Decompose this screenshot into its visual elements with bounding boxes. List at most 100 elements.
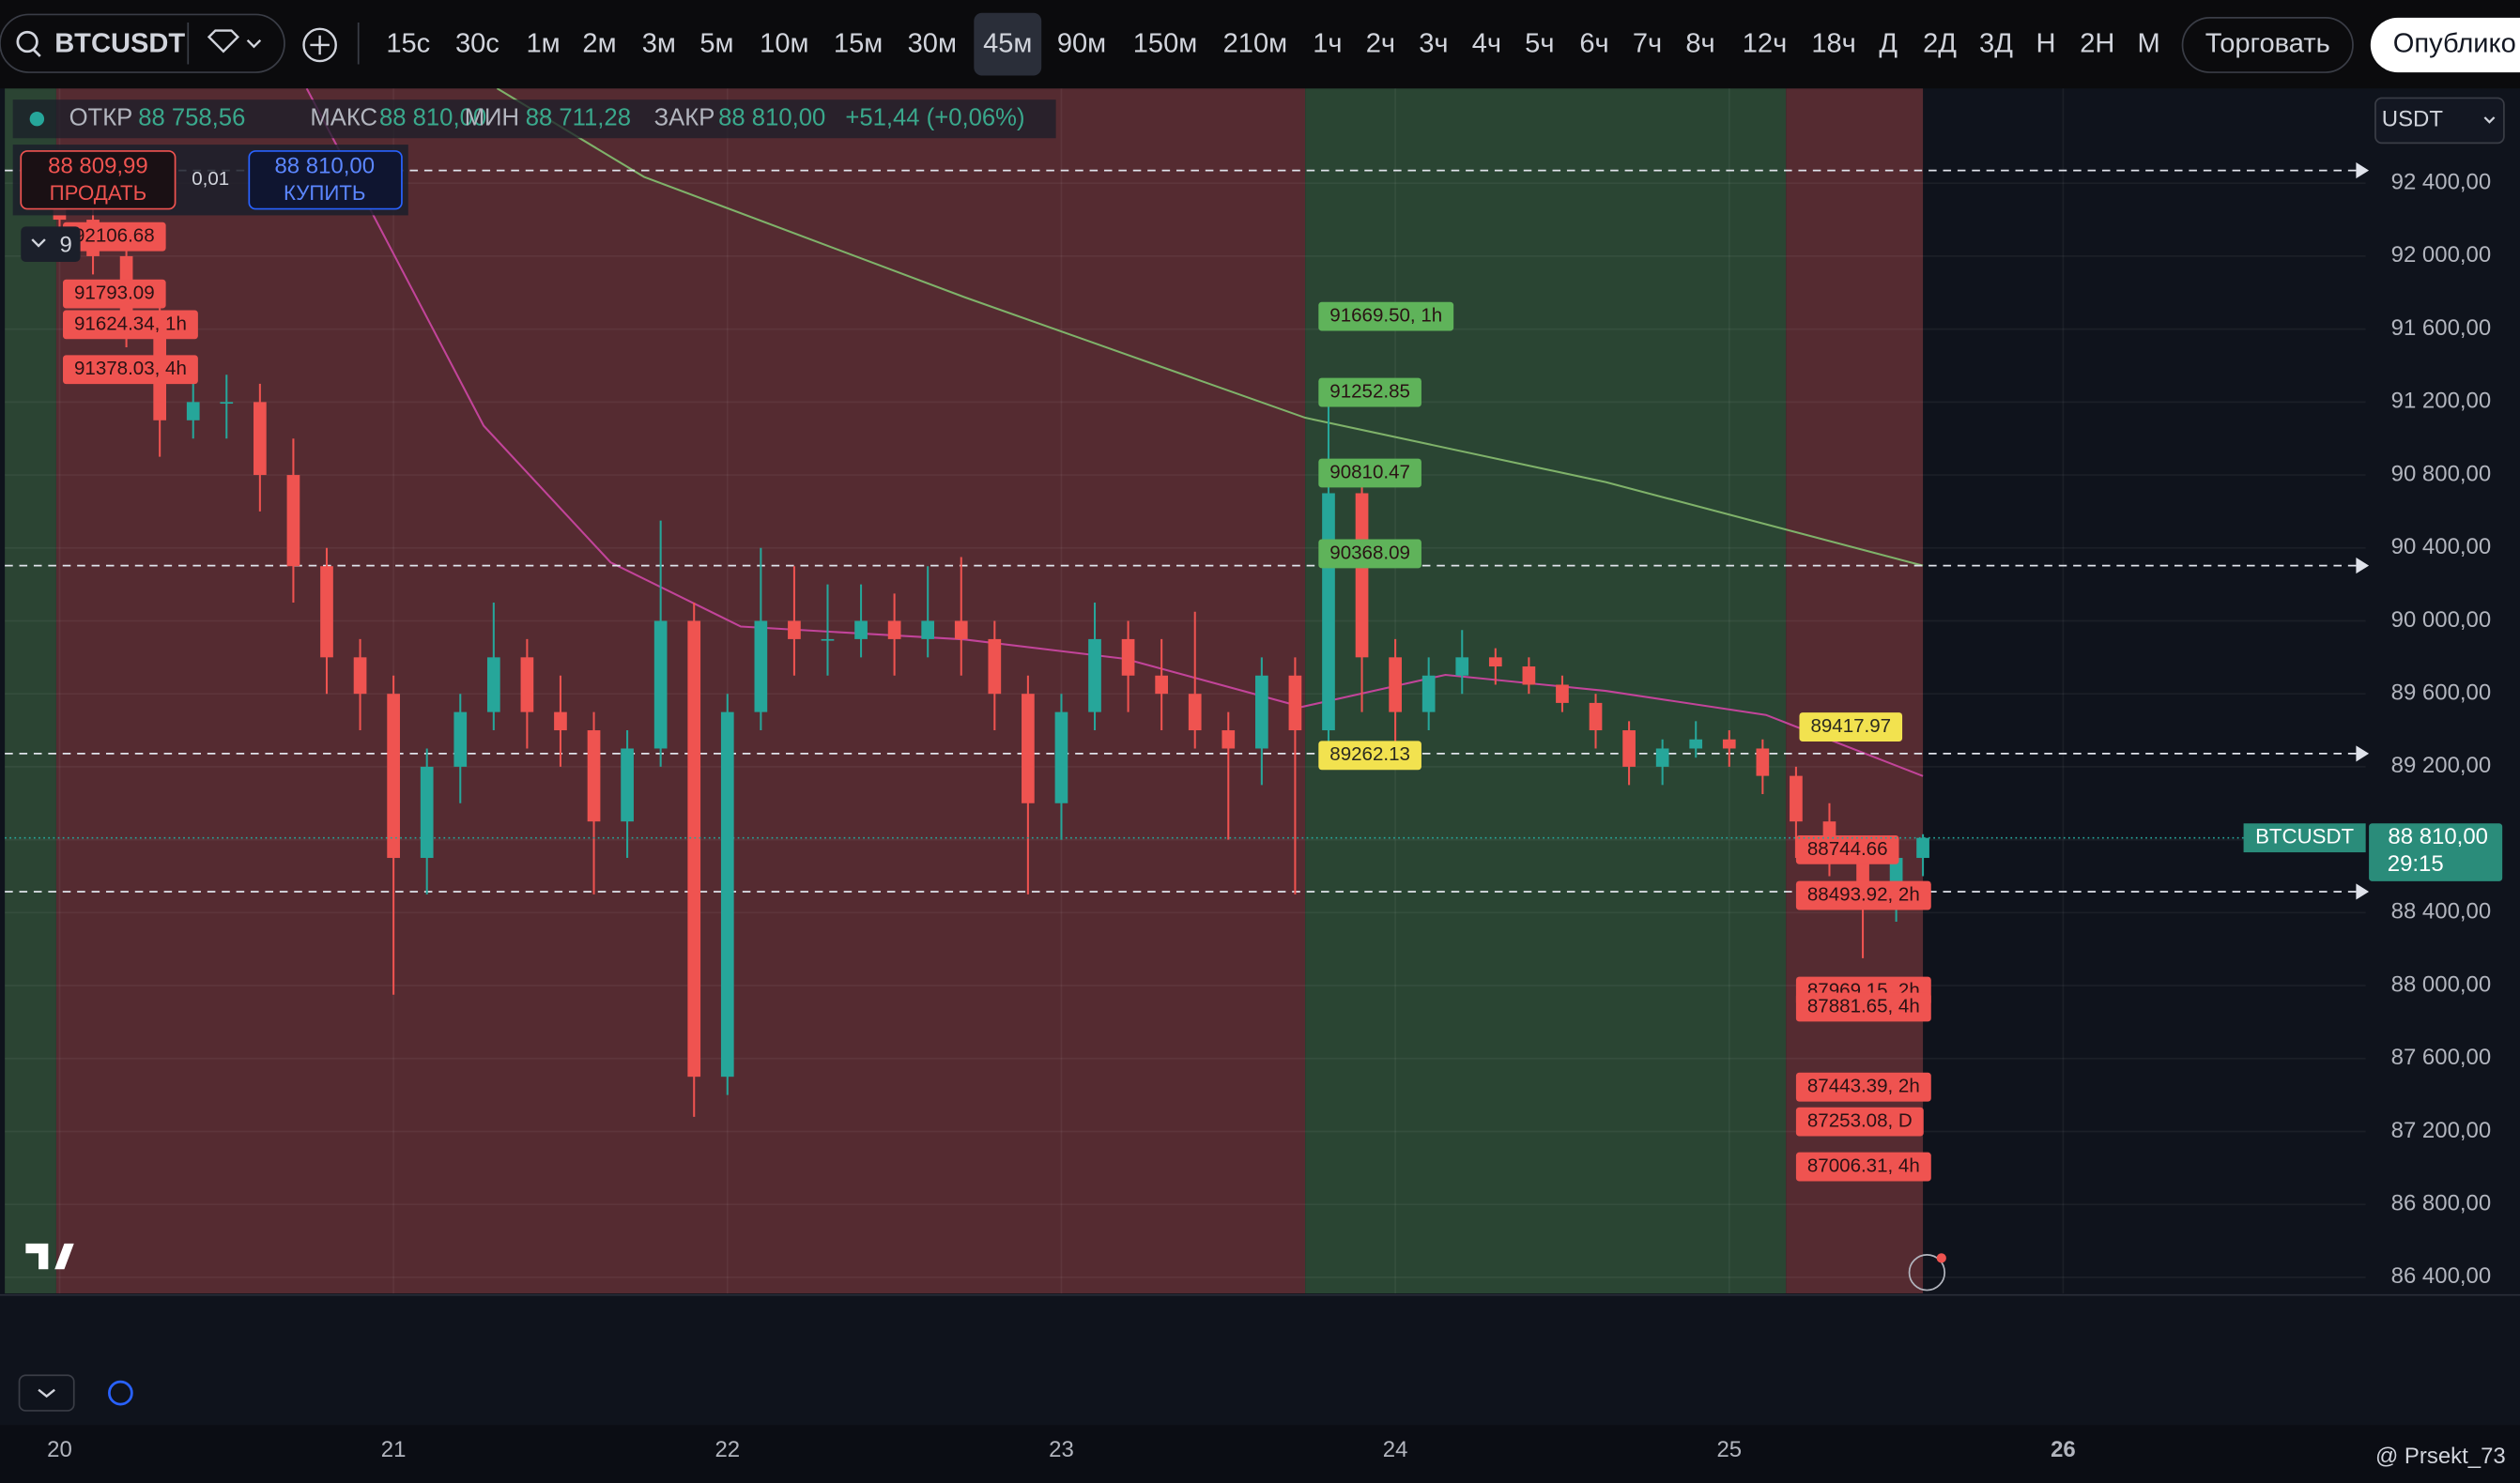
interval-button[interactable]: Д xyxy=(1879,29,1898,59)
candle-body xyxy=(788,620,801,639)
currency-select[interactable] xyxy=(2374,97,2505,145)
legend-value: 88 758,56 xyxy=(138,104,245,130)
candle-body xyxy=(453,711,468,767)
interval-button[interactable]: 150м xyxy=(1133,29,1198,59)
y-tick-label: 89 600,00 xyxy=(2391,680,2492,706)
moving-average xyxy=(305,87,1924,777)
interval-button[interactable]: 4ч xyxy=(1472,29,1501,59)
candle-body xyxy=(1088,638,1101,712)
interval-button[interactable]: 7ч xyxy=(1633,29,1662,59)
price-label: 89417.97 xyxy=(1810,715,1891,737)
currency[interactable]: USDT xyxy=(2382,107,2444,132)
candle-body xyxy=(1455,657,1469,676)
price-label-bg xyxy=(1318,539,1421,569)
interval-button[interactable]: 30с xyxy=(455,29,499,59)
dropdown-icon[interactable] xyxy=(246,38,262,49)
candle-body xyxy=(320,566,333,658)
price-label: 90810.47 xyxy=(1329,461,1410,482)
interval-button[interactable]: 15м xyxy=(834,29,883,59)
price-label: 90368.09 xyxy=(1329,542,1410,563)
interval-button[interactable]: 12ч xyxy=(1743,29,1788,59)
x-tick-label: 21 xyxy=(381,1437,407,1462)
buy-label[interactable]: КУПИТЬ xyxy=(284,181,366,205)
legend-value: 88 810,00 xyxy=(718,104,825,130)
interval-button[interactable]: 45м xyxy=(983,29,1032,59)
price-label: 91252.85 xyxy=(1329,380,1410,402)
interval-button[interactable]: 3Д xyxy=(1979,29,2013,59)
candle-body xyxy=(954,620,968,639)
interval-button[interactable]: 2Н xyxy=(2080,29,2114,59)
candle-body xyxy=(1556,684,1569,703)
alert-button[interactable] xyxy=(1908,1254,1946,1292)
x-tick-label: 26 xyxy=(2051,1437,2076,1462)
session-zone xyxy=(1305,88,1787,1293)
sell-button[interactable] xyxy=(20,150,177,210)
x-tick-label: 25 xyxy=(1716,1437,1742,1462)
interval-button[interactable]: 1м xyxy=(526,29,560,59)
symbol[interactable]: BTCUSDT xyxy=(54,29,185,59)
interval-button[interactable]: 10м xyxy=(760,29,808,59)
y-tick-label: 86 400,00 xyxy=(2391,1263,2492,1289)
interval-button[interactable]: 2м xyxy=(582,29,616,59)
interval-button[interactable]: Н xyxy=(2036,29,2056,59)
interval-button[interactable]: 6ч xyxy=(1579,29,1608,59)
publish-button-frame[interactable] xyxy=(2370,17,2520,73)
interval-button[interactable]: 15с xyxy=(386,29,430,59)
credit: @ Prsekt_73 xyxy=(2375,1444,2506,1469)
interval-button[interactable]: 3м xyxy=(642,29,676,59)
y-tick-label: 86 800,00 xyxy=(2391,1191,2492,1216)
interval-button[interactable]: 5ч xyxy=(1525,29,1554,59)
interval-button[interactable]: М xyxy=(2137,29,2159,59)
candle-body xyxy=(1188,694,1202,731)
interval-button[interactable]: 8ч xyxy=(1685,29,1714,59)
legend-label: ОТКР xyxy=(69,104,133,130)
interval-button[interactable]: 3ч xyxy=(1419,29,1448,59)
candle-body xyxy=(854,620,868,639)
interval-button[interactable]: 30м xyxy=(908,29,957,59)
indicators-toggle[interactable] xyxy=(21,226,81,263)
buy-button[interactable] xyxy=(248,150,403,210)
buy-price[interactable]: 88 810,00 xyxy=(274,153,375,178)
candle-body xyxy=(387,694,400,859)
session-zone xyxy=(5,88,56,1293)
sell-price[interactable]: 88 809,99 xyxy=(48,153,148,178)
collapse-button[interactable] xyxy=(18,1374,75,1412)
price-label-bg xyxy=(1799,712,1903,742)
type-icon[interactable] xyxy=(207,29,240,54)
refresh-button[interactable] xyxy=(108,1380,133,1406)
interval-button[interactable]: 90м xyxy=(1057,29,1106,59)
candle-body xyxy=(653,620,668,749)
price-label: 88744.66 xyxy=(1807,838,1888,860)
y-tick-label: 88 000,00 xyxy=(2391,971,2492,997)
legend-label: МАКС xyxy=(310,104,377,130)
price-label-bg xyxy=(1795,834,1899,864)
price-label-bg xyxy=(1795,1107,1924,1137)
x-tick-label: 23 xyxy=(1049,1437,1074,1462)
trade-button[interactable]: Торговать xyxy=(2205,29,2330,59)
y-tick-label: 87 200,00 xyxy=(2391,1118,2492,1143)
candle-body xyxy=(1689,739,1703,749)
interval-button[interactable]: 5м xyxy=(699,29,733,59)
price-label-bg xyxy=(63,279,166,309)
candle-body xyxy=(420,766,434,859)
search-icon xyxy=(16,30,38,54)
add-button[interactable] xyxy=(302,27,337,63)
indicators-count[interactable]: 9 xyxy=(60,232,72,257)
trade-button-frame[interactable] xyxy=(2181,17,2354,73)
price-label-bg xyxy=(1318,301,1454,331)
interval-button[interactable]: 18ч xyxy=(1811,29,1856,59)
interval-button[interactable]: 2Д xyxy=(1923,29,1957,59)
publish-button[interactable]: Опублико xyxy=(2393,29,2516,59)
symbol-search[interactable] xyxy=(0,13,285,73)
candle-body xyxy=(1655,748,1669,767)
sell-label[interactable]: ПРОДАТЬ xyxy=(50,181,147,205)
x-tick-label: 24 xyxy=(1383,1437,1408,1462)
interval-button[interactable]: 1ч xyxy=(1313,29,1342,59)
legend-change: +51,44 (+0,06%) xyxy=(845,104,1024,130)
interval-button[interactable]: 210м xyxy=(1223,29,1288,59)
y-tick-label: 92 000,00 xyxy=(2391,242,2492,268)
price-label: 92106.68 xyxy=(74,225,155,247)
interval-button[interactable]: 2ч xyxy=(1366,29,1395,59)
candle-body xyxy=(286,475,300,567)
